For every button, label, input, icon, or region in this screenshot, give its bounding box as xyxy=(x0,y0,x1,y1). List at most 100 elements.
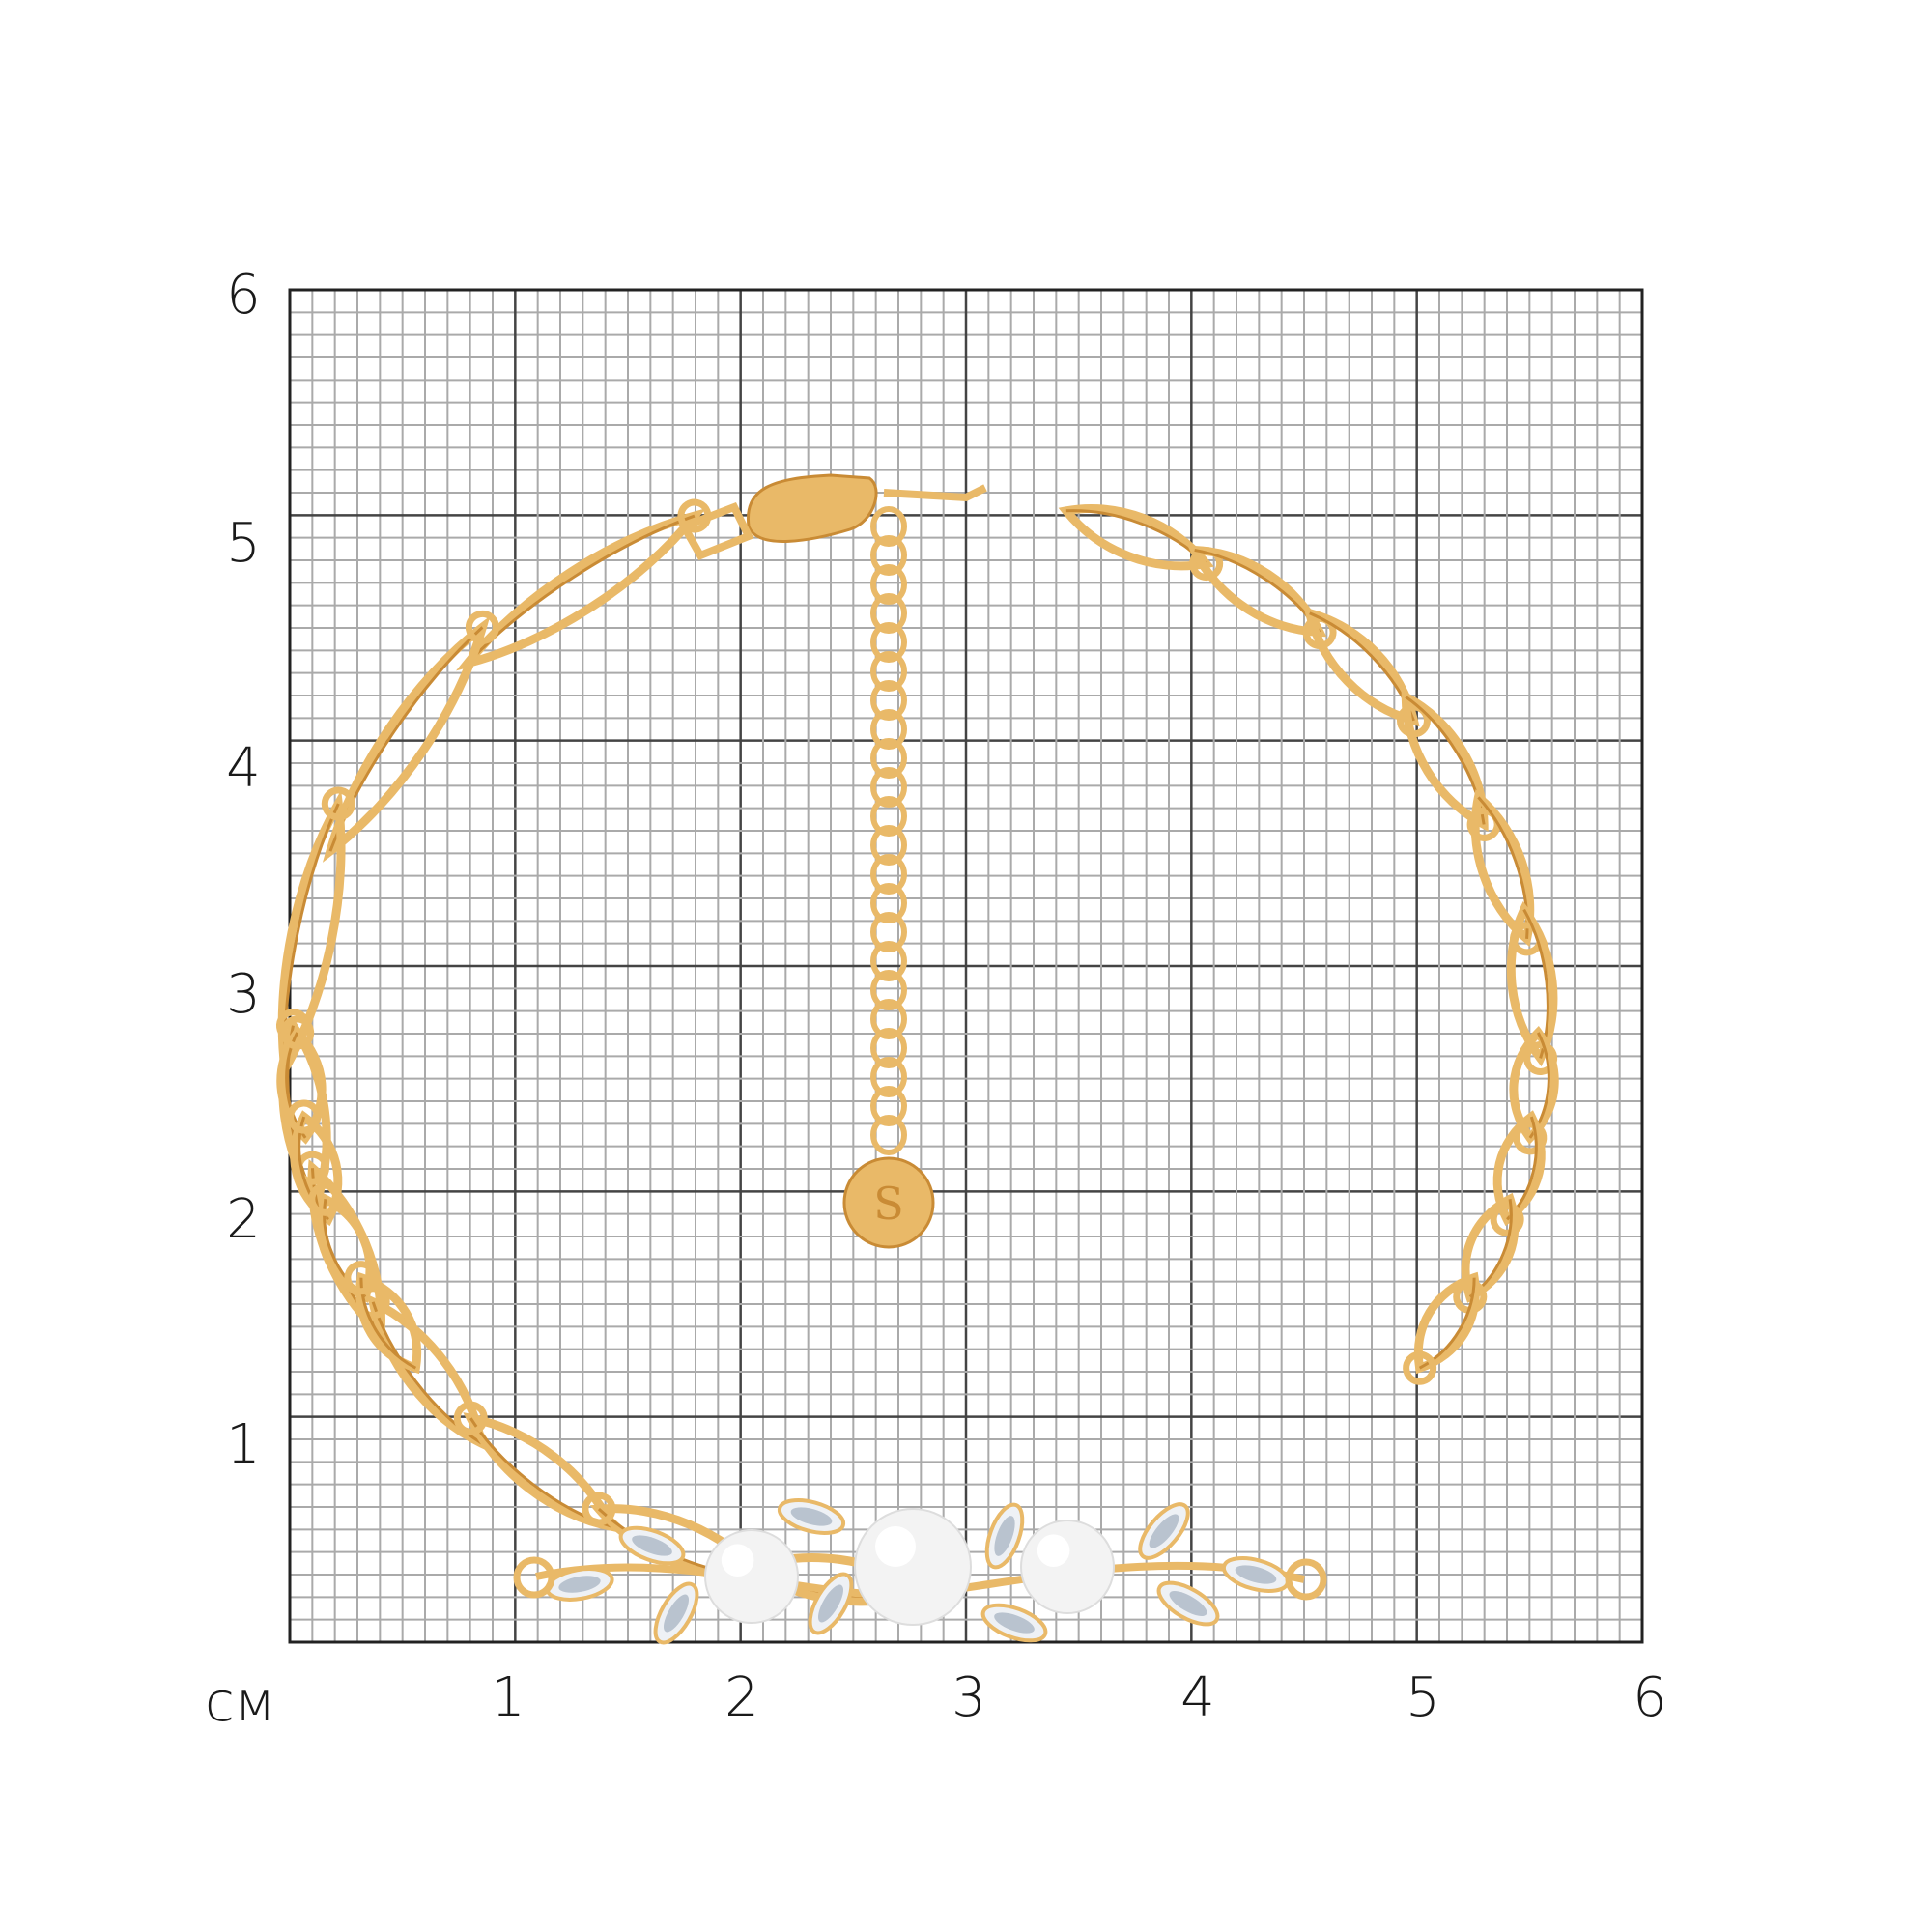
extender-link xyxy=(870,506,907,547)
link-loop xyxy=(316,1192,375,1303)
jump-ring xyxy=(344,1261,379,1295)
extender-link xyxy=(870,1028,907,1068)
link-loop xyxy=(1506,900,1558,1067)
chain-link xyxy=(1401,689,1501,841)
link-loop xyxy=(463,1412,620,1533)
clasp-connector xyxy=(883,484,987,502)
leaf-stones xyxy=(632,1535,672,1556)
extender-link xyxy=(870,1086,907,1126)
leaf-stones xyxy=(558,1576,601,1593)
end-ring xyxy=(513,1556,555,1599)
diamond-leaf xyxy=(1138,1502,1190,1560)
y-label-6: 6 xyxy=(226,264,261,327)
diamond-leaf xyxy=(653,1581,699,1645)
chain-link xyxy=(1506,900,1558,1075)
extender-link xyxy=(870,854,907,895)
diamond-leaf xyxy=(777,1498,846,1535)
link-loop xyxy=(355,1271,422,1375)
leaf-stones xyxy=(664,1594,689,1633)
link-loop xyxy=(367,1293,488,1451)
diamond-leaf xyxy=(1156,1580,1220,1627)
y-label-5: 5 xyxy=(226,512,261,575)
pearl-highlight xyxy=(721,1544,754,1577)
extender-link xyxy=(870,941,907,981)
diamond-leaf xyxy=(618,1525,686,1566)
extender-link xyxy=(870,622,907,663)
diamond-leaf xyxy=(808,1572,854,1635)
jump-ring xyxy=(287,1099,322,1134)
unit-label: см xyxy=(205,1671,276,1734)
logo-pendant xyxy=(842,1156,935,1249)
lobster-clasp xyxy=(746,473,878,543)
extender-link xyxy=(870,651,907,692)
extender-link xyxy=(870,999,907,1039)
chain-link xyxy=(308,1181,375,1303)
link-shade xyxy=(1477,796,1529,939)
chain-link xyxy=(287,1099,343,1227)
pearl xyxy=(1020,1520,1115,1614)
leaf-stones xyxy=(1235,1565,1277,1584)
end-ring xyxy=(1285,1558,1327,1601)
chain-link xyxy=(1453,1192,1520,1314)
jump-ring xyxy=(453,1401,488,1435)
x-label-2: 2 xyxy=(724,1666,759,1729)
leaf-stones xyxy=(1169,1591,1208,1616)
link-loop xyxy=(1461,1192,1520,1303)
leaf-stones xyxy=(1149,1514,1179,1548)
clasp-ring xyxy=(678,501,754,561)
leaf-stones xyxy=(818,1584,843,1623)
extender-link xyxy=(870,564,907,605)
link-loop xyxy=(1413,1271,1480,1375)
diamond-leaf xyxy=(980,1603,1048,1643)
extender-link xyxy=(870,535,907,576)
diamond-leaf xyxy=(984,1502,1025,1570)
jump-ring xyxy=(280,1015,315,1050)
x-label-3: 3 xyxy=(952,1666,986,1729)
extender-link xyxy=(870,825,907,866)
extender-link xyxy=(870,767,907,808)
chain-link xyxy=(1058,504,1224,582)
x-label-1: 1 xyxy=(491,1666,526,1729)
jump-ring xyxy=(308,1181,343,1216)
diamond-leaf xyxy=(545,1567,614,1602)
jump-ring xyxy=(321,786,355,821)
extender-link xyxy=(870,970,907,1010)
pearl xyxy=(704,1529,799,1624)
leaf-stones xyxy=(994,1516,1015,1556)
extender-link xyxy=(870,593,907,634)
extender-link xyxy=(870,1115,907,1155)
extender-link xyxy=(870,680,907,721)
y-label-2: 2 xyxy=(226,1188,261,1251)
y-label-4: 4 xyxy=(226,737,261,800)
jump-ring xyxy=(465,610,499,644)
extender-link xyxy=(870,738,907,779)
x-label-4: 4 xyxy=(1180,1666,1215,1729)
x-label-5: 5 xyxy=(1406,1666,1440,1729)
extender-link xyxy=(870,796,907,837)
chain-link xyxy=(456,498,712,671)
extender-link xyxy=(870,912,907,952)
chain-link xyxy=(1403,1271,1480,1385)
y-label-3: 3 xyxy=(226,963,261,1026)
y-label-1: 1 xyxy=(226,1413,261,1476)
link-loop xyxy=(276,1026,327,1145)
chain-link xyxy=(344,1261,422,1375)
pearl-highlight xyxy=(1037,1534,1070,1567)
extender-link xyxy=(870,1057,907,1097)
pearl-highlight xyxy=(875,1526,916,1567)
jump-ring xyxy=(1403,1350,1437,1385)
extender-link xyxy=(870,709,907,750)
leaf-stones xyxy=(790,1507,833,1526)
jump-ring xyxy=(582,1492,616,1526)
diamond-leaf xyxy=(1221,1556,1291,1593)
x-label-6: 6 xyxy=(1633,1666,1667,1729)
pearl xyxy=(854,1508,972,1626)
link-loop xyxy=(1509,1026,1559,1145)
pendant-logo-mark: S xyxy=(873,1178,904,1230)
link-loop xyxy=(290,1110,343,1227)
link-loop xyxy=(1492,1110,1546,1227)
leaf-stones xyxy=(994,1612,1035,1634)
